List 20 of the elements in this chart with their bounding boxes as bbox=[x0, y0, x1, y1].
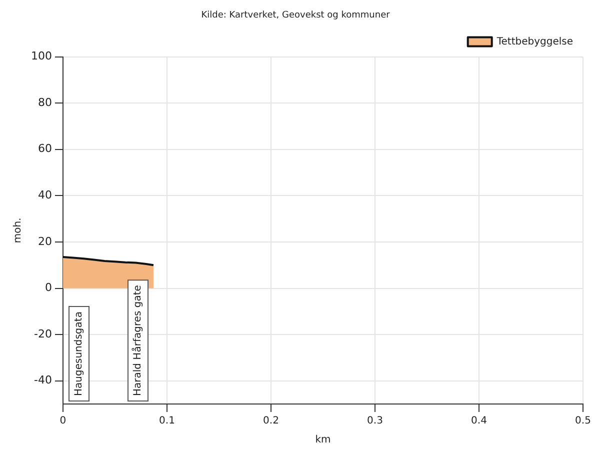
x-tick-label: 0.2 bbox=[263, 416, 279, 427]
x-tick-label: 0.1 bbox=[159, 416, 175, 427]
y-tick-label: 100 bbox=[30, 50, 52, 63]
y-tick-label: 0 bbox=[44, 281, 52, 294]
y-tick-label: 60 bbox=[38, 142, 52, 156]
y-tick-label: -40 bbox=[34, 374, 52, 387]
x-axis-title: km bbox=[315, 434, 331, 446]
x-tick-label: 0.5 bbox=[575, 416, 591, 427]
y-tick-label: -20 bbox=[34, 327, 52, 340]
y-tick-label: 80 bbox=[38, 96, 52, 109]
y-axis-title: moh. bbox=[12, 218, 24, 244]
y-tick-label: 20 bbox=[38, 234, 52, 248]
annotation: Haugesundsgata bbox=[74, 312, 85, 396]
annotation: Harald Hårfagres gate bbox=[132, 285, 144, 396]
x-tick-label: 0 bbox=[60, 416, 66, 427]
legend-label: Tettbebyggelse bbox=[496, 36, 574, 48]
y-tick-label: 40 bbox=[38, 188, 52, 202]
x-tick-label: 0.3 bbox=[367, 416, 383, 427]
x-tick-label: 0.4 bbox=[471, 416, 487, 427]
chart-title: Kilde: Kartverket, Geovekst og kommuner bbox=[201, 10, 390, 21]
